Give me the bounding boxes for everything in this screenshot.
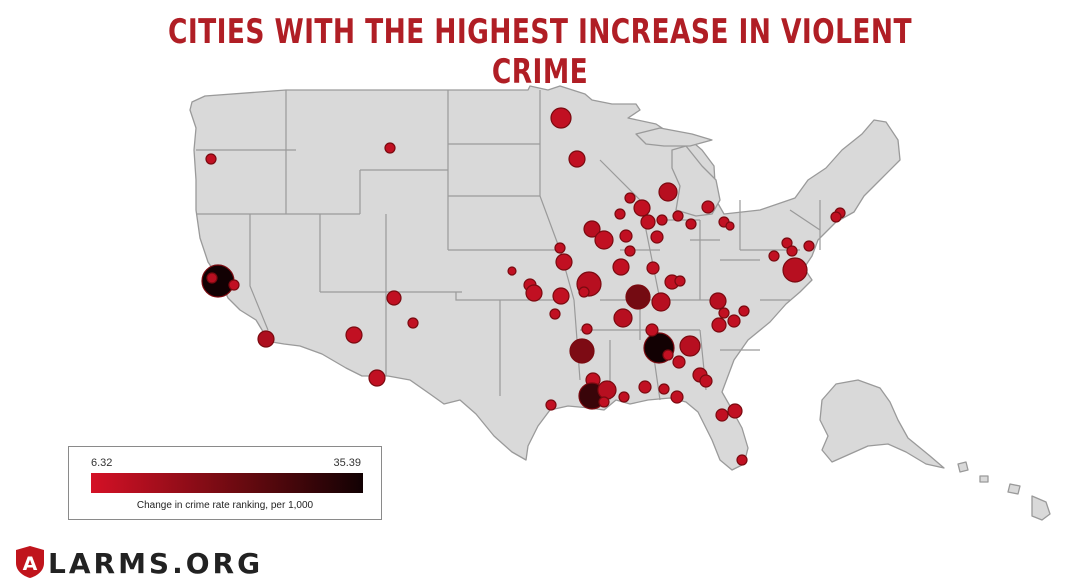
- michigan-upper-peninsula: [635, 127, 713, 147]
- city-marker: [738, 305, 750, 317]
- city-marker: [640, 214, 656, 230]
- legend: 6.32 35.39 Change in crime rate ranking,…: [68, 446, 382, 520]
- alaska: [819, 379, 945, 469]
- city-marker: [525, 284, 543, 302]
- city-marker: [638, 380, 652, 394]
- hawaii-maui: [1007, 483, 1021, 495]
- city-marker: [569, 338, 595, 364]
- city-marker: [407, 317, 419, 329]
- city-marker: [594, 230, 614, 250]
- city-marker: [613, 308, 633, 328]
- legend-color-scale: [91, 473, 363, 493]
- city-marker: [583, 220, 601, 238]
- hawaii-kauai: [957, 461, 969, 473]
- logo-letter: A: [23, 553, 38, 575]
- city-marker: [650, 230, 664, 244]
- city-marker: [715, 408, 729, 422]
- city-marker: [645, 323, 659, 337]
- city-marker: [554, 242, 566, 254]
- city-marker: [711, 317, 727, 333]
- city-marker: [725, 221, 735, 231]
- city-marker: [345, 326, 363, 344]
- city-marker: [768, 250, 780, 262]
- city-marker: [699, 374, 713, 388]
- city-marker: [727, 403, 743, 419]
- city-marker: [625, 284, 651, 310]
- city-marker: [618, 391, 630, 403]
- city-marker: [578, 286, 590, 298]
- city-marker: [568, 150, 586, 168]
- city-marker: [658, 383, 670, 395]
- city-marker: [545, 399, 557, 411]
- map-title: CITIES WITH THE HIGHEST INCREASE IN VIOL…: [168, 12, 912, 92]
- legend-caption: Change in crime rate ranking, per 1,000: [136, 500, 314, 511]
- city-marker: [205, 153, 217, 165]
- city-marker: [624, 192, 636, 204]
- city-marker: [709, 292, 727, 310]
- city-marker: [598, 396, 610, 408]
- hawaii-oahu: [979, 475, 989, 483]
- city-marker: [701, 200, 715, 214]
- city-marker: [257, 330, 275, 348]
- city-marker: [656, 214, 668, 226]
- city-marker: [228, 279, 240, 291]
- city-marker: [786, 245, 798, 257]
- city-marker: [555, 253, 573, 271]
- land-layer: [189, 85, 1051, 521]
- logo-text: LARMS.ORG: [48, 547, 264, 580]
- city-marker: [386, 290, 402, 306]
- city-marker: [662, 349, 674, 361]
- city-marker: [206, 272, 218, 284]
- city-marker: [549, 308, 561, 320]
- city-marker: [507, 266, 517, 276]
- hawaii-big-island: [1031, 495, 1051, 521]
- city-marker: [679, 335, 701, 357]
- city-marker: [550, 107, 572, 129]
- city-marker: [736, 454, 748, 466]
- city-marker: [830, 211, 842, 223]
- city-marker: [597, 380, 617, 400]
- city-marker: [727, 314, 741, 328]
- michigan-lower-peninsula: [671, 145, 721, 217]
- city-marker: [651, 292, 671, 312]
- city-marker: [581, 323, 593, 335]
- city-marker: [670, 390, 684, 404]
- city-marker: [672, 355, 686, 369]
- city-marker: [803, 240, 815, 252]
- city-marker: [552, 287, 570, 305]
- city-marker: [368, 369, 386, 387]
- city-marker: [201, 264, 235, 298]
- city-marker: [624, 245, 636, 257]
- city-marker: [384, 142, 396, 154]
- city-marker: [672, 210, 684, 222]
- legend-max-label: 35.39: [333, 457, 361, 469]
- city-marker: [674, 275, 686, 287]
- city-marker: [646, 261, 660, 275]
- city-marker: [633, 199, 651, 217]
- city-marker: [658, 182, 678, 202]
- city-marker: [614, 208, 626, 220]
- city-markers: [201, 107, 846, 466]
- city-marker: [781, 237, 793, 249]
- city-marker: [718, 307, 730, 319]
- city-marker: [685, 218, 697, 230]
- city-marker: [619, 229, 633, 243]
- city-marker: [782, 257, 808, 283]
- city-marker: [612, 258, 630, 276]
- shield-icon: A: [16, 546, 44, 578]
- legend-min-label: 6.32: [91, 457, 113, 469]
